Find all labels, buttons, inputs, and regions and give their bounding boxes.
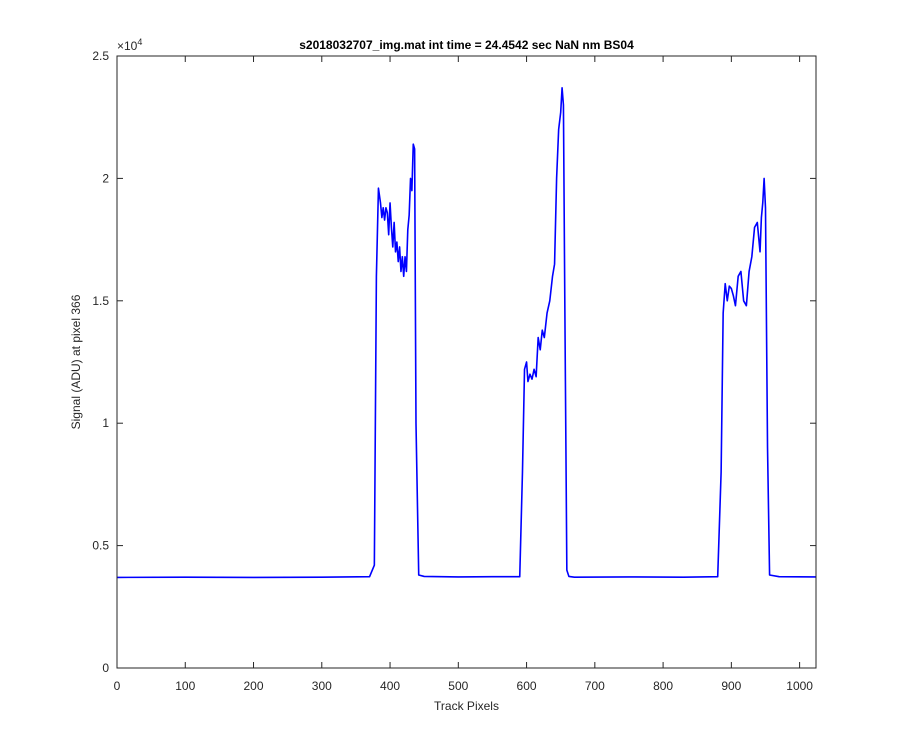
tick-labels: 0 100 200 300 400 500 600 700 800 900 1000 0 0.5 1 1.5… [92, 49, 813, 693]
chart-title: s2018032707_img.mat int time = 24.4542 s… [299, 38, 634, 52]
x-tick-label: 400 [380, 679, 400, 693]
signal-line [116, 87, 817, 579]
x-tick-label: 200 [244, 679, 264, 693]
x-tick-label: 600 [517, 679, 537, 693]
x-tick-label: 100 [175, 679, 195, 693]
y-tick-label: 2.5 [92, 49, 109, 63]
x-tick-label: 900 [721, 679, 741, 693]
y-tick-label: 1.5 [92, 294, 109, 308]
x-tick-label: 800 [653, 679, 673, 693]
y-axis-label: Signal (ADU) at pixel 366 [69, 294, 83, 429]
plot-area [117, 56, 816, 668]
y-exponent-label: ×104 [117, 37, 142, 53]
y-tick-label: 2 [102, 171, 109, 185]
y-exponent-power: 4 [137, 37, 142, 47]
y-exponent-base: ×10 [117, 39, 138, 53]
x-tick-label: 500 [448, 679, 468, 693]
y-tick-label: 0.5 [92, 539, 109, 553]
y-tick-label: 0 [102, 661, 109, 675]
x-tick-label: 300 [312, 679, 332, 693]
axes-box [116, 55, 817, 669]
x-axis-label: Track Pixels [434, 699, 499, 713]
y-tick-label: 1 [102, 416, 109, 430]
x-tick-label: 1000 [786, 679, 813, 693]
x-tick-label: 700 [585, 679, 605, 693]
x-tick-label: 0 [114, 679, 121, 693]
